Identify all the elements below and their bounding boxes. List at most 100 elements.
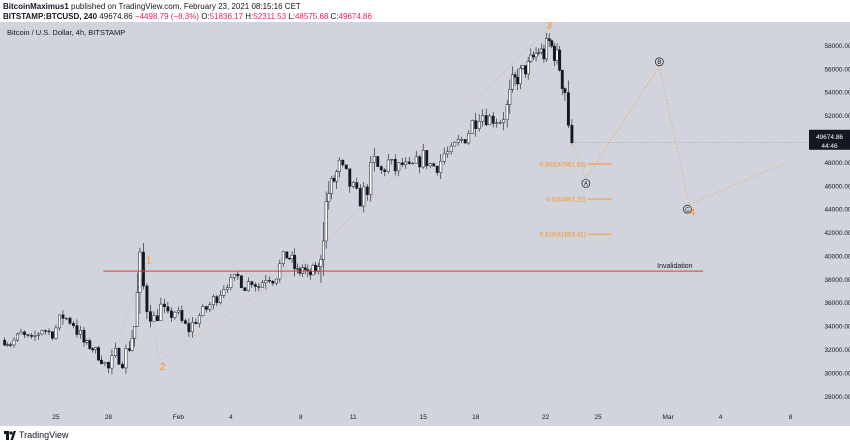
candle-body <box>232 273 236 278</box>
candle-body <box>435 165 439 173</box>
candle-body <box>505 104 509 121</box>
candle-body <box>16 333 19 341</box>
y-tick-label: 28000.00 <box>824 394 850 401</box>
candle-body <box>404 161 408 165</box>
candle-body <box>428 163 432 167</box>
candle-body <box>516 76 520 85</box>
candle-body <box>369 162 373 195</box>
candle-body <box>58 314 61 329</box>
price-chart[interactable]: Bitcoin / U.S. Dollar, 4h, BITSTAMP 28000… <box>0 20 850 426</box>
y-tick-label: 54000.00 <box>824 90 850 97</box>
y-tick-label: 48000.00 <box>824 160 850 167</box>
x-tick-label: 15 <box>420 414 428 421</box>
candle-body <box>534 53 538 58</box>
candle-body <box>130 338 134 351</box>
candle-body <box>332 178 336 182</box>
candle-body <box>9 344 12 346</box>
candle-body <box>446 151 450 155</box>
candle-body <box>155 315 159 321</box>
candle-body <box>335 171 339 182</box>
candle-body <box>75 325 79 335</box>
candle-body <box>425 150 429 167</box>
projection-label-circle <box>654 57 664 67</box>
candle-body <box>498 122 502 124</box>
countdown-value: 44:46 <box>821 143 838 150</box>
wave-label: 4 <box>690 207 696 218</box>
candle-body <box>253 284 257 287</box>
candle-body <box>383 169 387 172</box>
invalidation-label: Invalidation <box>657 263 693 270</box>
candle-body <box>513 74 517 78</box>
symbol-label[interactable]: BITSTAMP:BTCUSD, 240 <box>3 12 98 21</box>
candle-body <box>526 60 530 75</box>
x-tick-label: Mar <box>662 414 674 421</box>
candle-body <box>508 88 512 105</box>
tradingview-logo-text: TradingView <box>19 430 69 440</box>
candle-body <box>285 251 289 259</box>
author-name[interactable]: BitcoinMaximus1 <box>3 2 69 11</box>
candle-body <box>106 362 110 369</box>
candle-body <box>51 331 54 339</box>
candle-body <box>201 306 205 316</box>
candle-body <box>54 327 58 339</box>
candle-body <box>91 348 95 351</box>
candle-body <box>442 153 446 162</box>
x-tick-label: 4 <box>719 414 723 421</box>
projection-line <box>571 65 788 205</box>
candle-body <box>365 186 369 195</box>
candle-body <box>545 38 548 60</box>
candle-body <box>246 281 250 291</box>
candle-body <box>460 139 464 141</box>
publish-info: BitcoinMaximus1 published on TradingView… <box>3 2 301 11</box>
candle-body <box>502 119 506 123</box>
candle-body <box>379 166 383 171</box>
candle-body <box>376 156 380 167</box>
candle-body <box>183 320 187 324</box>
candle-body <box>12 339 16 346</box>
candle-body <box>162 303 166 307</box>
candle-body <box>72 323 75 326</box>
candle-body <box>287 257 291 260</box>
tradingview-logo[interactable]: TradingView <box>4 430 69 440</box>
candle-body <box>521 65 525 69</box>
candle-body <box>194 322 198 324</box>
published-text: published on TradingView.com, February 2… <box>71 2 301 11</box>
y-tick-label: 52000.00 <box>824 113 850 120</box>
candle-body <box>439 161 443 173</box>
price-axis-background <box>808 22 850 426</box>
candle-body <box>539 48 543 53</box>
x-tick-label: Feb <box>173 414 185 421</box>
y-tick-label: 38000.00 <box>824 277 850 284</box>
candle-body <box>243 287 247 291</box>
candle-body <box>30 335 33 337</box>
candle-body <box>566 92 570 126</box>
y-tick-label: 46000.00 <box>824 183 850 190</box>
candle-body <box>260 282 264 288</box>
candle-body <box>463 139 467 144</box>
candle-body <box>358 188 362 207</box>
candle-body <box>215 296 219 304</box>
candle-body <box>552 45 556 61</box>
candle-body <box>26 334 30 336</box>
low-value: 48575.68 <box>294 12 329 21</box>
fib-level-label: 0.5(44862.22) <box>547 197 586 204</box>
candle-body <box>169 310 173 318</box>
candle-body <box>113 347 117 356</box>
candle-body <box>324 201 328 242</box>
candle-body <box>488 115 492 126</box>
candle-body <box>351 182 355 187</box>
candle-body <box>484 115 488 126</box>
last-price-tag-value: 49674.86 <box>816 134 843 141</box>
price-change: −4498.79 (−8.3%) <box>134 12 199 21</box>
candle-body <box>166 306 170 312</box>
candle-body <box>397 162 401 172</box>
candle-body <box>61 314 65 319</box>
candle-body <box>344 164 348 170</box>
candle-body <box>303 267 307 271</box>
chart-canvas[interactable]: Bitcoin / U.S. Dollar, 4h, BITSTAMP 28000… <box>0 20 850 426</box>
plot-background <box>0 22 808 408</box>
candle-body <box>187 323 191 333</box>
wave-label: 1 <box>146 255 152 266</box>
high-value: 52311.53 <box>253 12 287 21</box>
candle-body <box>290 254 294 260</box>
